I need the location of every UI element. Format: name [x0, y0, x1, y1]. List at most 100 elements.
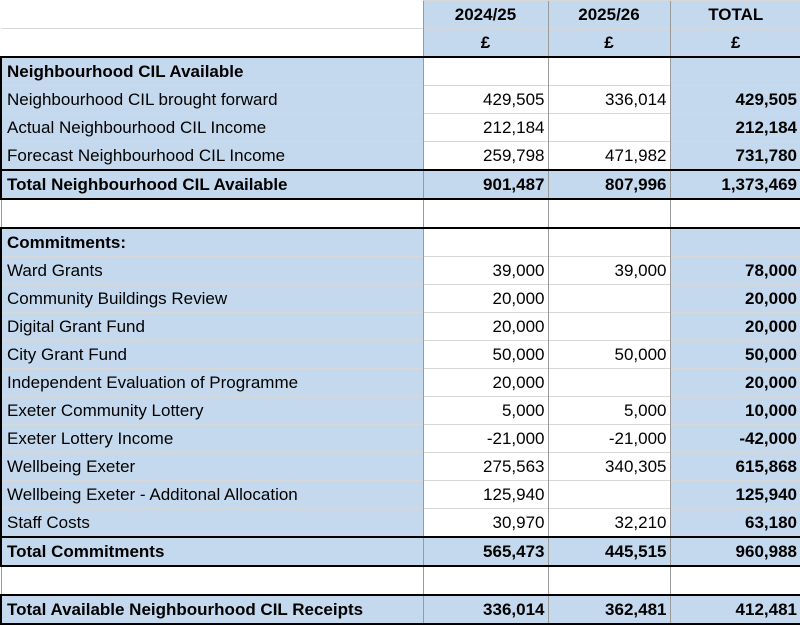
value-2025-26	[547, 284, 670, 313]
table-row: Wellbeing Exeter 275,563 340,305 615,868	[0, 452, 800, 481]
value-2024-25: 50,000	[422, 340, 548, 369]
empty-cell	[669, 227, 800, 257]
total-total: 1,373,469	[669, 169, 800, 200]
total-label: Total Commitments	[0, 536, 423, 567]
value-total: -42,000	[669, 424, 800, 453]
row-label: Digital Grant Fund	[0, 312, 423, 341]
value-total: 10,000	[669, 396, 800, 425]
empty-cell	[669, 565, 800, 595]
total-total: 960,988	[669, 536, 800, 567]
value-2025-26: 336,014	[547, 85, 670, 114]
value-2024-25: 20,000	[422, 284, 548, 313]
empty-cell	[0, 565, 423, 595]
table-row: Digital Grant Fund 20,000 20,000	[0, 312, 800, 341]
empty-cell	[547, 198, 670, 228]
spacer-row	[0, 565, 800, 595]
spacer-row	[0, 198, 800, 228]
value-2024-25: 125,940	[422, 480, 548, 509]
empty-cell	[422, 56, 548, 86]
value-2024-25: 20,000	[422, 312, 548, 341]
table-row: Exeter Lottery Income -21,000 -21,000 -4…	[0, 424, 800, 453]
value-2024-25: 5,000	[422, 396, 548, 425]
value-2024-25: 259,798	[422, 141, 548, 170]
value-2024-25: 429,505	[422, 85, 548, 114]
value-total: 731,780	[669, 141, 800, 170]
value-2025-26: 340,305	[547, 452, 670, 481]
row-label: Community Buildings Review	[0, 284, 423, 313]
total-row: Total Commitments 565,473 445,515 960,98…	[0, 536, 800, 567]
receipts-total: 412,481	[669, 594, 800, 625]
header-2025-26: 2025/26	[547, 0, 670, 29]
empty-cell	[547, 565, 670, 595]
value-total: 20,000	[669, 284, 800, 313]
empty-cell	[0, 198, 423, 228]
value-total: 50,000	[669, 340, 800, 369]
value-2025-26: 471,982	[547, 141, 670, 170]
table-row: City Grant Fund 50,000 50,000 50,000	[0, 340, 800, 369]
receipts-total-row: Total Available Neighbourhood CIL Receip…	[0, 594, 800, 625]
row-label: Staff Costs	[0, 508, 423, 537]
table-row: Independent Evaluation of Programme 20,0…	[0, 368, 800, 397]
value-total: 78,000	[669, 256, 800, 285]
row-label: Wellbeing Exeter	[0, 452, 423, 481]
header-total: TOTAL	[669, 0, 800, 29]
table-row: Ward Grants 39,000 39,000 78,000	[0, 256, 800, 285]
header-row-years: 2024/25 2025/26 TOTAL	[1, 0, 800, 29]
value-2024-25: 39,000	[422, 256, 548, 285]
total-label: Total Neighbourhood CIL Available	[0, 169, 423, 200]
section-title-row: Neighbourhood CIL Available	[0, 56, 800, 86]
empty-cell	[422, 565, 548, 595]
value-2025-26	[547, 113, 670, 142]
value-total: 429,505	[669, 85, 800, 114]
table-row: Neighbourhood CIL brought forward 429,50…	[0, 85, 800, 114]
receipts-label: Total Available Neighbourhood CIL Receip…	[0, 594, 423, 625]
row-label: Forecast Neighbourhood CIL Income	[0, 141, 423, 170]
empty-cell	[422, 198, 548, 228]
row-label: Exeter Community Lottery	[0, 396, 423, 425]
value-2025-26: 39,000	[547, 256, 670, 285]
header-2024-25: 2024/25	[422, 0, 548, 29]
value-2024-25: 212,184	[422, 113, 548, 142]
value-2024-25: -21,000	[422, 424, 548, 453]
total-2024-25: 901,487	[422, 169, 548, 200]
total-row: Total Neighbourhood CIL Available 901,48…	[0, 169, 800, 200]
receipts-2024-25: 336,014	[422, 594, 548, 625]
value-2025-26: 50,000	[547, 340, 670, 369]
table-row: Wellbeing Exeter - Additonal Allocation …	[0, 480, 800, 509]
row-label: Neighbourhood CIL brought forward	[0, 85, 423, 114]
row-label: City Grant Fund	[0, 340, 423, 369]
table-row: Exeter Community Lottery 5,000 5,000 10,…	[0, 396, 800, 425]
table-row: Community Buildings Review 20,000 20,000	[0, 284, 800, 313]
unit-2024-25: £	[422, 28, 548, 57]
total-2025-26: 445,515	[547, 536, 670, 567]
row-label: Wellbeing Exeter - Additonal Allocation	[0, 480, 423, 509]
value-total: 20,000	[669, 368, 800, 397]
value-2025-26: -21,000	[547, 424, 670, 453]
value-2025-26: 32,210	[547, 508, 670, 537]
header-row-units: £ £ £	[1, 28, 800, 57]
empty-cell	[422, 227, 548, 257]
value-2024-25: 275,563	[422, 452, 548, 481]
value-2024-25: 20,000	[422, 368, 548, 397]
value-total: 125,940	[669, 480, 800, 509]
unit-2025-26: £	[547, 28, 670, 57]
row-label: Exeter Lottery Income	[0, 424, 423, 453]
header-blank-cell	[1, 1, 423, 29]
value-2025-26	[547, 480, 670, 509]
row-label: Ward Grants	[0, 256, 423, 285]
value-total: 63,180	[669, 508, 800, 537]
section2-title: Commitments:	[0, 227, 423, 257]
row-label: Independent Evaluation of Programme	[0, 368, 423, 397]
empty-cell	[669, 198, 800, 228]
value-total: 212,184	[669, 113, 800, 142]
value-total: 615,868	[669, 452, 800, 481]
table-row: Forecast Neighbourhood CIL Income 259,79…	[0, 141, 800, 170]
row-label: Actual Neighbourhood CIL Income	[0, 113, 423, 142]
table-row: Staff Costs 30,970 32,210 63,180	[0, 508, 800, 537]
total-2025-26: 807,996	[547, 169, 670, 200]
table-row: Actual Neighbourhood CIL Income 212,184 …	[0, 113, 800, 142]
receipts-2025-26: 362,481	[547, 594, 670, 625]
value-2025-26: 5,000	[547, 396, 670, 425]
header-blank-cell	[1, 28, 423, 57]
section1-title: Neighbourhood CIL Available	[0, 56, 423, 86]
